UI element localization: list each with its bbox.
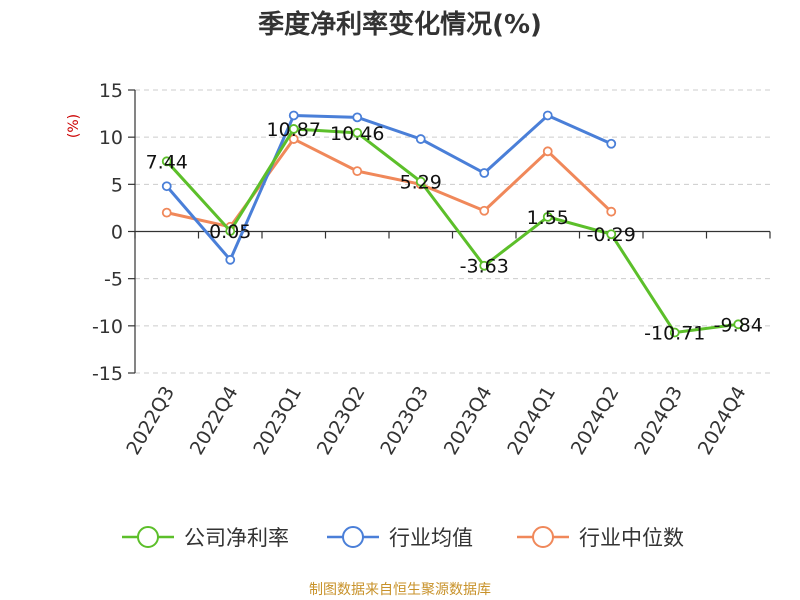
data-label: 10.46 [330, 123, 384, 145]
x-tick-label: 2024Q4 [694, 383, 751, 459]
y-tick-label: 5 [111, 174, 123, 196]
data-point [415, 176, 426, 187]
data-point [542, 110, 553, 121]
data-label: -0.29 [587, 224, 636, 246]
legend-label: 公司净利率 [184, 526, 289, 550]
data-point [225, 226, 236, 236]
data-point [288, 134, 299, 144]
x-tick-label: 2024Q1 [503, 383, 560, 459]
data-point [733, 319, 744, 330]
data-label: 1.55 [527, 207, 569, 229]
data-point [479, 168, 490, 178]
data-point [352, 112, 363, 123]
data-labels: 7.44 0.05 10.87 10.46 5.29 -3.63 1.55 -0.29 -10.… [146, 119, 763, 345]
series-line [165, 127, 739, 335]
data-label: 5.29 [400, 172, 442, 194]
data-label: -10.71 [644, 323, 705, 345]
x-tick-label: 2022Q3 [122, 383, 179, 459]
data-point [161, 207, 172, 218]
data-point [225, 254, 236, 265]
source-note: 制图数据来自恒生聚源数据库 [309, 582, 491, 598]
series-line [165, 113, 612, 262]
data-point [542, 146, 553, 157]
x-tick-label: 2024Q2 [567, 383, 624, 459]
legend-item: 行业均值 [327, 526, 473, 550]
data-point [352, 166, 363, 177]
x-tick-label: 2023Q3 [376, 383, 433, 459]
chart-title: 季度净利率变化情况(%) [258, 9, 542, 40]
data-point [161, 181, 172, 192]
data-point [479, 205, 490, 216]
y-tick-label: -15 [92, 363, 123, 385]
data-label: 7.44 [146, 151, 188, 173]
data-point [415, 134, 426, 144]
data-label: -9.84 [714, 314, 763, 336]
y-tick-label: -5 [104, 269, 123, 291]
series-lines [161, 110, 744, 338]
data-point [606, 229, 617, 240]
y-tick-label: 10 [99, 127, 123, 149]
data-point [479, 260, 490, 271]
legend-label: 行业均值 [389, 526, 473, 550]
x-tick-label: 2023Q4 [440, 383, 497, 459]
y-tick-label: 0 [111, 222, 123, 244]
y-tick-label: -10 [92, 316, 123, 338]
y-tick-label: 15 [99, 80, 123, 102]
x-tick-label: 2024Q3 [630, 383, 687, 459]
data-point [606, 206, 617, 217]
data-point [606, 138, 617, 149]
x-tick-label: 2022Q4 [186, 383, 243, 459]
legend-marker [532, 526, 554, 548]
legend-marker [342, 526, 364, 548]
data-label: 10.87 [267, 119, 321, 141]
data-point [542, 211, 553, 222]
data-point [288, 110, 299, 121]
legend-item: 行业中位数 [517, 526, 684, 550]
data-label: -3.63 [460, 256, 509, 278]
legend-item: 公司净利率 [122, 526, 289, 550]
data-label: 0.05 [209, 221, 251, 243]
legend-label: 行业中位数 [579, 526, 684, 550]
data-point [352, 127, 363, 138]
legend: 公司净利率 行业均值 行业中位数 [122, 526, 684, 550]
data-point [161, 156, 172, 167]
y-axis-label: (%) [66, 114, 82, 138]
x-tick-label: 2023Q2 [313, 383, 370, 459]
data-point [669, 327, 680, 338]
legend-marker [137, 526, 159, 548]
data-point [288, 124, 299, 134]
x-tick-label: 2023Q1 [249, 383, 306, 459]
grid-lines [135, 89, 770, 374]
